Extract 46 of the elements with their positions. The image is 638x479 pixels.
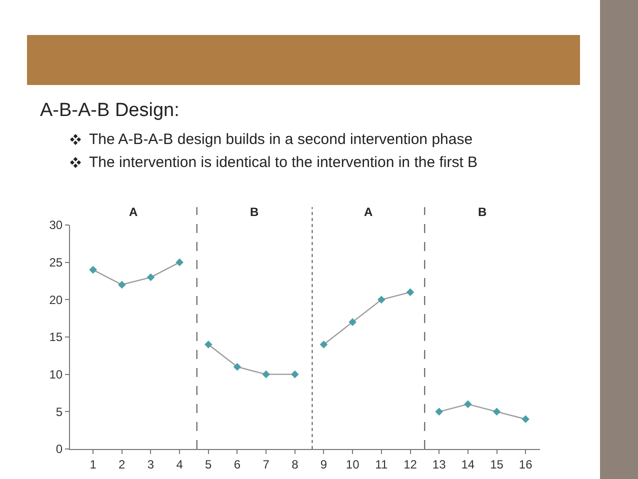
x-tick-label: 1 <box>90 457 97 472</box>
x-tick-label: 11 <box>375 457 388 472</box>
x-tick-label: 8 <box>292 457 299 472</box>
point <box>146 273 155 282</box>
x-tick-label: 16 <box>518 457 533 472</box>
point <box>348 318 356 326</box>
point <box>204 340 212 348</box>
point <box>320 340 328 348</box>
x-tick-label: 2 <box>118 457 126 472</box>
x-tick-label: 12 <box>404 457 418 472</box>
point <box>522 415 530 424</box>
point <box>406 288 414 296</box>
x-tick-label: 15 <box>490 457 504 472</box>
x-tick-label: 6 <box>234 457 241 472</box>
y-tick-label: 0 <box>56 442 63 456</box>
point <box>378 296 386 304</box>
point <box>262 370 270 378</box>
y-tick-label: 10 <box>49 368 63 382</box>
y-tick-label: 5 <box>56 404 63 419</box>
y-tick-label: 15 <box>49 330 63 344</box>
text: B <box>250 205 259 219</box>
y-tick-label: 30 <box>49 218 63 232</box>
chart-title: A-B-A-B Design: <box>40 100 180 122</box>
x-tick-label: 9 <box>320 457 328 472</box>
text: The intervention is identical to the intervention in the first B <box>89 154 478 171</box>
x-tick-label: 4 <box>176 457 184 472</box>
text: B <box>478 205 487 219</box>
x-tick-label: 14 <box>461 457 475 472</box>
x-tick-label: 13 <box>432 457 446 472</box>
point <box>464 400 472 408</box>
point <box>233 362 242 371</box>
point <box>291 370 299 378</box>
point <box>492 408 501 416</box>
y-tick-label: 25 <box>49 256 63 270</box>
x-tick-label: 7 <box>262 457 270 472</box>
point <box>89 266 97 274</box>
x-tick-label: 5 <box>205 457 212 472</box>
point <box>435 408 443 416</box>
x-tick-label: 10 <box>346 457 360 472</box>
text: A <box>364 205 373 219</box>
point <box>118 280 126 289</box>
x-tick-label: 3 <box>147 457 154 472</box>
text: The A-B-A-B design builds in a second intervention phase <box>89 131 473 148</box>
point <box>176 258 184 266</box>
y-tick-label: 20 <box>49 292 63 307</box>
text: A <box>129 205 138 219</box>
